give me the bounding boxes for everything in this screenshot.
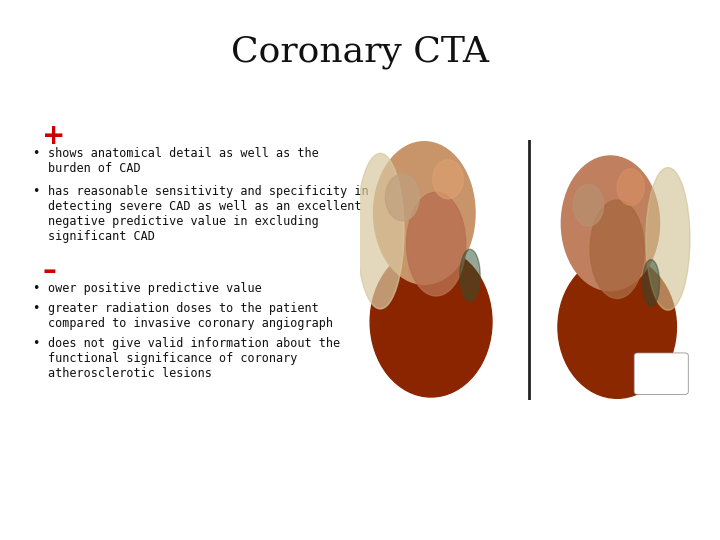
Text: greater radiation doses to the patient: greater radiation doses to the patient [48,302,319,315]
Text: •: • [32,185,40,198]
Ellipse shape [558,256,676,399]
Text: significant CAD: significant CAD [48,230,155,243]
Text: •: • [32,302,40,315]
Ellipse shape [642,260,660,306]
Text: –: – [42,257,56,285]
Ellipse shape [460,249,480,301]
Ellipse shape [433,160,463,199]
Text: has reasonable sensitivity and specificity in: has reasonable sensitivity and specifici… [48,185,369,198]
Text: does not give valid information about the: does not give valid information about th… [48,337,340,350]
Text: burden of CAD: burden of CAD [48,162,140,175]
Text: •: • [32,147,40,160]
Text: compared to invasive coronary angiograph: compared to invasive coronary angiograph [48,317,333,330]
Text: •: • [32,337,40,350]
FancyBboxPatch shape [634,353,688,394]
Text: functional significance of coronary: functional significance of coronary [48,352,297,365]
Ellipse shape [646,167,690,310]
Text: 3a: 3a [370,380,381,389]
Text: negative predictive value in excluding: negative predictive value in excluding [48,215,319,228]
Text: ower positive predictive value: ower positive predictive value [48,282,262,295]
Ellipse shape [356,153,404,309]
Ellipse shape [617,169,644,205]
Ellipse shape [385,174,419,221]
Text: atherosclerotic lesions: atherosclerotic lesions [48,367,212,380]
Ellipse shape [590,200,644,299]
Text: 3b: 3b [539,380,550,389]
Text: +: + [42,122,66,150]
Ellipse shape [407,192,466,296]
Ellipse shape [573,185,603,226]
Text: Coronary CTA: Coronary CTA [231,35,489,69]
Ellipse shape [562,156,660,291]
Text: detecting severe CAD as well as an excellent: detecting severe CAD as well as an excel… [48,200,361,213]
Text: •: • [32,282,40,295]
Ellipse shape [370,247,492,397]
Text: shows anatomical detail as well as the: shows anatomical detail as well as the [48,147,319,160]
Ellipse shape [374,141,475,284]
